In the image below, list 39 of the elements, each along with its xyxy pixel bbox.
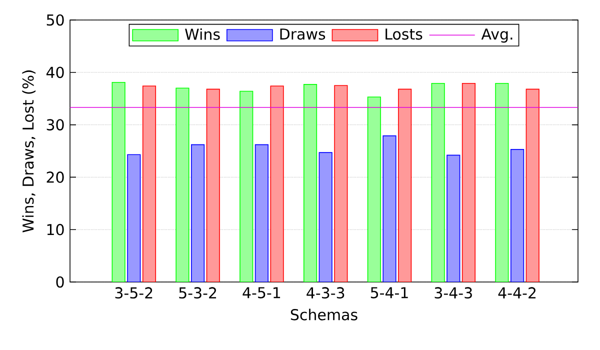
legend-label: Avg. [481,28,512,43]
bar [240,90,254,282]
bar [191,144,205,282]
bar [495,83,509,282]
bar [176,88,190,282]
bar [462,83,476,282]
x-tick-label: 3-4-3 [434,287,472,299]
bar [431,83,445,282]
bar [367,96,381,282]
x-tick-label: 3-5-2 [115,287,152,299]
y-tick-label: 30 [46,119,64,130]
x-tick-label: 4-5-1 [242,287,280,298]
legend-label: Wins [185,28,220,40]
y-tick-label: 50 [46,14,64,26]
bar [254,144,268,282]
bar [334,85,348,282]
bar [510,149,524,282]
y-tick-label: 10 [47,224,64,236]
bar [112,82,126,282]
bar [398,88,412,282]
y-tick-label: 0 [56,276,64,288]
bar [303,84,318,282]
bar [526,88,540,282]
y-axis-title: Wins, Draws, Lost (%) [22,70,36,232]
legend-label: Losts [386,28,422,40]
x-tick-label: 4-4-2 [498,287,536,298]
bar [382,135,396,282]
x-tick-label: 5-4-1 [370,287,408,298]
x-axis-title: Schemas [290,308,358,320]
bar [127,154,141,282]
bar [206,88,220,282]
bar [270,86,284,282]
x-tick-label: 5-3-2 [179,287,216,299]
y-tick-label: 20 [46,172,64,183]
bar [318,152,332,282]
y-tick-label: 40 [46,66,64,78]
legend-label: Draws [280,28,326,40]
x-tick-label: 4-3-3 [306,287,344,299]
bar [446,154,460,282]
